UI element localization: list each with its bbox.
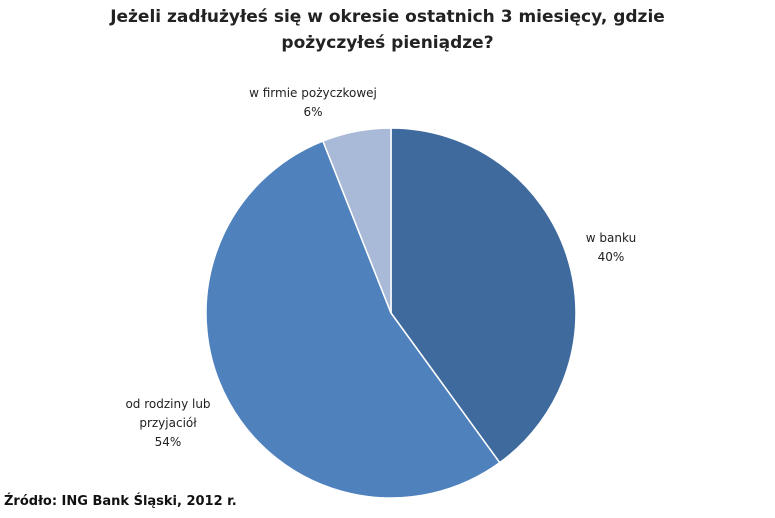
slice-label: od rodziny lub przyjaciół 54%: [98, 395, 238, 452]
category-label: w banku: [585, 231, 637, 245]
pie-slice: [205, 140, 501, 499]
source-note: Źródło: ING Bank Śląski, 2012 r.: [4, 494, 237, 509]
category-label: od rodziny lub przyjaciół: [125, 397, 211, 430]
chart-title: Jeżeli zadłużyłeś się w okresie ostatnic…: [110, 7, 665, 53]
slice-label: w banku 40%: [556, 229, 666, 267]
value-label: 6%: [303, 105, 323, 119]
pie-slice: [321, 127, 392, 314]
pie-slice: [390, 127, 577, 464]
value-label: 40%: [597, 250, 625, 264]
value-label: 54%: [154, 435, 182, 449]
category-label: w firmie pożyczkowej: [249, 86, 377, 100]
slice-label: w firmie pożyczkowej 6%: [228, 84, 398, 122]
